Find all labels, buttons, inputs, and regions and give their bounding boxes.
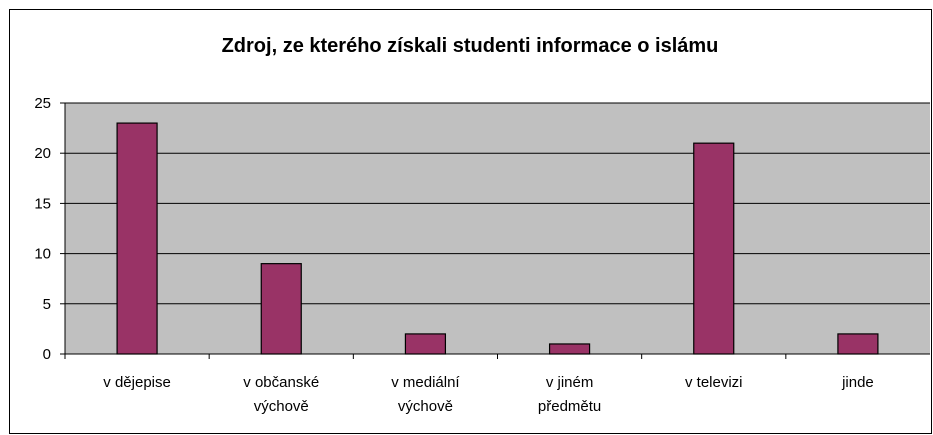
x-tick-label: v občanské výchově xyxy=(243,374,319,415)
y-tick-label: 10 xyxy=(34,246,51,263)
bar xyxy=(693,142,735,355)
bar xyxy=(260,263,302,355)
y-tick-label: 25 xyxy=(34,95,51,112)
plot-area xyxy=(65,103,930,354)
x-tick-label: jinde xyxy=(841,374,874,391)
bar xyxy=(404,333,447,355)
x-tick-label: v jiném předmětu xyxy=(538,374,601,415)
bar xyxy=(548,343,591,355)
bar xyxy=(837,333,879,355)
x-tick-label: v mediální výchově xyxy=(391,374,460,415)
bar xyxy=(116,122,158,355)
x-tick-label: v dějepise xyxy=(103,374,171,391)
x-tick-label: v televizi xyxy=(685,374,743,391)
y-tick-label: 15 xyxy=(34,195,51,212)
y-tick-label: 20 xyxy=(34,145,51,162)
y-tick-label: 5 xyxy=(43,296,51,313)
chart-title: Zdroj, ze kterého získali studenti infor… xyxy=(222,35,719,57)
y-tick-label: 0 xyxy=(43,346,51,363)
